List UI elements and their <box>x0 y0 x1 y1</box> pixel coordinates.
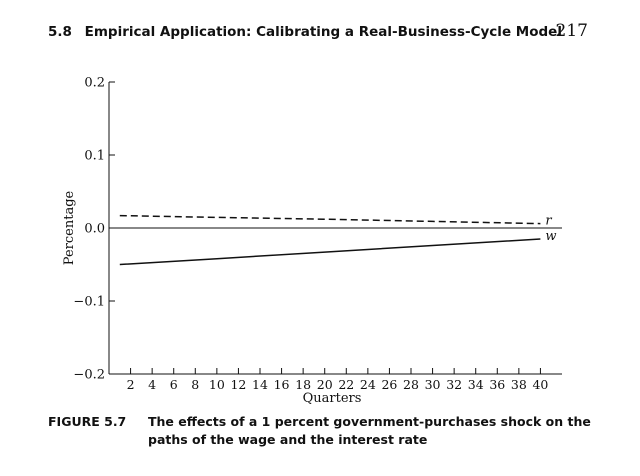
series-label-w: w <box>545 229 556 244</box>
page-number: 217 <box>555 21 588 41</box>
y-tick-label: −0.2 <box>73 368 105 383</box>
x-tick-label: 2 <box>127 377 135 392</box>
line-chart: −0.2−0.10.00.10.2 2 4 6 8 10 12 14 16 18 20 22 24 26… <box>62 76 562 405</box>
x-tick-label: 16 <box>274 377 290 392</box>
x-tick-label: 18 <box>295 377 311 392</box>
x-tick-label: 40 <box>532 377 548 392</box>
running-head: 5.8 Empirical Application: Calibrating a… <box>48 24 562 40</box>
figure-label: FIGURE 5.7 <box>48 414 127 429</box>
x-axis-label: Quarters <box>303 391 362 405</box>
x-tick-label: 20 <box>317 377 333 392</box>
x-tick-label: 24 <box>360 377 376 392</box>
x-tick-label: 4 <box>148 377 156 392</box>
x-tick-label: 28 <box>403 377 419 392</box>
x-ticks: 2 4 6 8 10 12 14 16 18 20 22 24 26 28 30 32 34 36 38 40 <box>127 368 548 392</box>
x-tick-label: 34 <box>468 377 484 392</box>
series-lines: rw <box>119 214 557 266</box>
y-tick-label: 0.2 <box>84 76 105 91</box>
x-tick-label: 14 <box>252 377 268 392</box>
x-tick-label: 30 <box>425 377 441 392</box>
figure-caption: FIGURE 5.7 The effects of a 1 percent gov… <box>48 413 593 449</box>
x-tick-label: 12 <box>230 377 246 392</box>
axes <box>108 82 562 375</box>
caption-line-2: paths of the wage and the interest rate <box>148 432 428 447</box>
x-tick-label: 26 <box>381 377 397 392</box>
series-line-r <box>119 214 541 225</box>
x-tick-label: 36 <box>489 377 505 392</box>
series-line-w <box>119 238 541 266</box>
section-title: Empirical Application: Calibrating a Rea… <box>84 24 562 40</box>
y-tick-label: −0.1 <box>73 295 105 310</box>
y-axis-label: Percentage <box>62 190 77 265</box>
x-tick-label: 22 <box>338 377 354 392</box>
caption-line-1: The effects of a 1 percent government-pu… <box>148 414 591 429</box>
x-tick-label: 10 <box>209 377 225 392</box>
y-tick-label: 0.1 <box>84 149 105 164</box>
x-tick-label: 32 <box>446 377 462 392</box>
y-tick-label: 0.0 <box>84 222 105 237</box>
x-tick-label: 8 <box>191 377 199 392</box>
series-label-r: r <box>545 214 552 229</box>
y-ticks: −0.2 −0.1 0.0 0.1 0.2 <box>73 76 115 383</box>
x-tick-label: 38 <box>511 377 527 392</box>
section-number: 5.8 <box>48 24 72 40</box>
x-tick-label: 6 <box>170 377 178 392</box>
